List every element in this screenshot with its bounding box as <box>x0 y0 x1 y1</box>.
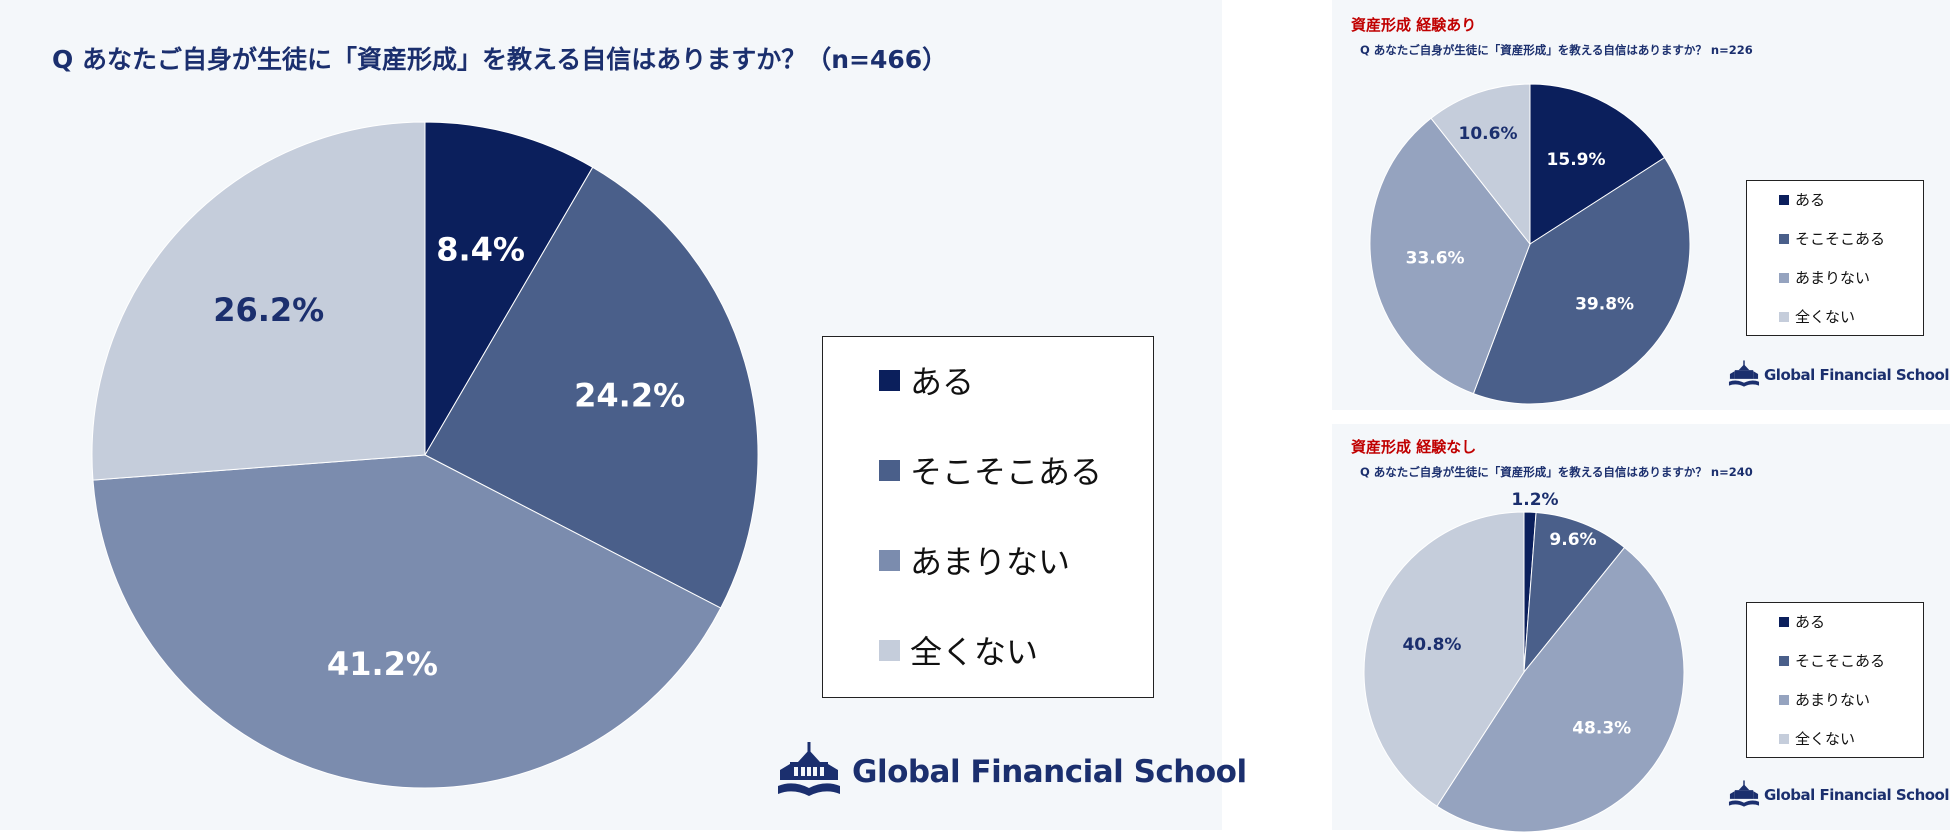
legend-label-amari: あまりない <box>1795 269 1871 287</box>
legend-swatch-amari <box>1779 272 1789 283</box>
pie-slice-aru <box>424 121 594 457</box>
pie-label-sokosoko: 39.8% <box>1575 294 1634 314</box>
legend-label-mattaku: 全くない <box>1795 308 1856 326</box>
legend-item-amari: あまりない <box>1779 689 1870 710</box>
pie-label-amari: 48.3% <box>1572 718 1631 738</box>
pie-label-sokosoko: 9.6% <box>1549 530 1596 550</box>
legend-label-mattaku: 全くない <box>1795 730 1856 748</box>
legend-swatch-aru <box>1779 616 1789 627</box>
legend-item-sokosoko: そこそこある <box>1779 228 1885 249</box>
pie-slice-sokosoko <box>1472 156 1691 405</box>
pie-label-aru: 15.9% <box>1547 150 1606 170</box>
pie-label-aru: 8.4% <box>436 230 525 268</box>
experience-yes-question: Q あなたご自身が生徒に「資産形成」を教える自信はありますか？ n=226 <box>1360 43 1753 57</box>
experience-no-logo-text: Global Financial School <box>1764 786 1950 804</box>
legend-swatch-sokosoko <box>1779 233 1789 244</box>
pie-label-amari: 33.6% <box>1406 249 1465 269</box>
pie-label-amari: 41.2% <box>327 645 438 683</box>
school-building-icon <box>778 742 840 796</box>
legend-item-amari: あまりない <box>1779 267 1870 288</box>
school-building-icon <box>1728 360 1760 387</box>
legend-swatch-mattaku <box>1779 311 1789 322</box>
pie-label-mattaku: 10.6% <box>1459 124 1518 144</box>
main-chart-panel: Q あなたご自身が生徒に「資産形成」を教える自信はありますか？（n=466） 8… <box>0 0 1247 830</box>
experience-no-logo: Global Financial School <box>1728 780 1950 810</box>
pie-slice-mattaku <box>1430 83 1531 246</box>
legend-label-aru: ある <box>910 363 975 401</box>
legend-swatch-mattaku <box>879 639 900 661</box>
experience-no-subtitle: 資産形成 経験なし <box>1351 438 1477 456</box>
legend-label-mattaku: 全くない <box>910 633 1039 671</box>
legend-item-mattaku: 全くない <box>1779 728 1855 749</box>
main-legend: ある そこそこある あまりない 全くない <box>822 336 1154 698</box>
experience-yes-subtitle: 資産形成 経験あり <box>1351 16 1477 34</box>
pie-slice-mattaku <box>91 121 426 481</box>
legend-item-aru: ある <box>879 357 974 403</box>
experience-yes-logo-text: Global Financial School <box>1764 366 1950 384</box>
legend-item-sokosoko: そこそこある <box>1779 650 1885 671</box>
main-logo-text: Global Financial School <box>852 754 1247 790</box>
pie-label-mattaku: 40.8% <box>1402 635 1461 655</box>
legend-swatch-amari <box>879 549 900 571</box>
legend-label-amari: あまりない <box>910 543 1071 581</box>
legend-item-mattaku: 全くない <box>879 627 1038 673</box>
legend-label-sokosoko: そこそこある <box>1795 652 1886 670</box>
legend-label-amari: あまりない <box>1795 691 1871 709</box>
legend-swatch-aru <box>1779 194 1789 205</box>
legend-label-aru: ある <box>1795 613 1826 631</box>
legend-item-aru: ある <box>1779 611 1825 632</box>
legend-swatch-sokosoko <box>1779 655 1789 666</box>
legend-swatch-mattaku <box>1779 733 1789 744</box>
legend-swatch-amari <box>1779 694 1789 705</box>
main-logo: Global Financial School <box>776 742 1247 802</box>
legend-swatch-sokosoko <box>879 459 900 481</box>
experience-no-panel: 資産形成 経験なし Q あなたご自身が生徒に「資産形成」を教える自信はありますか… <box>1332 424 1950 833</box>
experience-no-legend: ある そこそこある あまりない 全くない <box>1746 602 1924 758</box>
main-pie-chart: 8.4% 24.2% 41.2% 26.2% <box>91 121 759 789</box>
legend-label-sokosoko: そこそこある <box>1795 230 1886 248</box>
experience-no-question: Q あなたご自身が生徒に「資産形成」を教える自信はありますか？ n=240 <box>1360 465 1753 479</box>
experience-yes-legend: ある そこそこある あまりない 全くない <box>1746 180 1924 336</box>
pie-slice-mattaku <box>1363 511 1525 807</box>
main-chart-title: Q あなたご自身が生徒に「資産形成」を教える自信はありますか？（n=466） <box>52 45 948 74</box>
legend-swatch-aru <box>879 369 900 391</box>
pie-slice-amari <box>92 454 722 789</box>
experience-yes-panel: 資産形成 経験あり Q あなたご自身が生徒に「資産形成」を教える自信はありますか… <box>1332 0 1950 410</box>
pie-label-mattaku: 26.2% <box>213 291 324 329</box>
school-building-icon <box>1728 780 1760 807</box>
legend-item-amari: あまりない <box>879 537 1070 583</box>
pie-slice-aru <box>1529 83 1666 245</box>
pie-label-aru: 1.2% <box>1511 490 1558 510</box>
legend-item-aru: ある <box>1779 189 1825 210</box>
legend-item-sokosoko: そこそこある <box>879 447 1102 493</box>
legend-item-mattaku: 全くない <box>1779 306 1855 327</box>
legend-label-sokosoko: そこそこある <box>910 453 1103 491</box>
pie-slice-sokosoko <box>1523 511 1626 674</box>
experience-yes-pie-chart: 15.9% 39.8% 33.6% 10.6% <box>1369 83 1691 405</box>
experience-no-pie-chart: 1.2% 9.6% 48.3% 40.8% <box>1363 490 1685 833</box>
experience-yes-logo: Global Financial School <box>1728 360 1950 390</box>
legend-label-aru: ある <box>1795 191 1826 209</box>
pie-label-sokosoko: 24.2% <box>574 377 685 415</box>
pie-slice-amari <box>1369 117 1531 395</box>
